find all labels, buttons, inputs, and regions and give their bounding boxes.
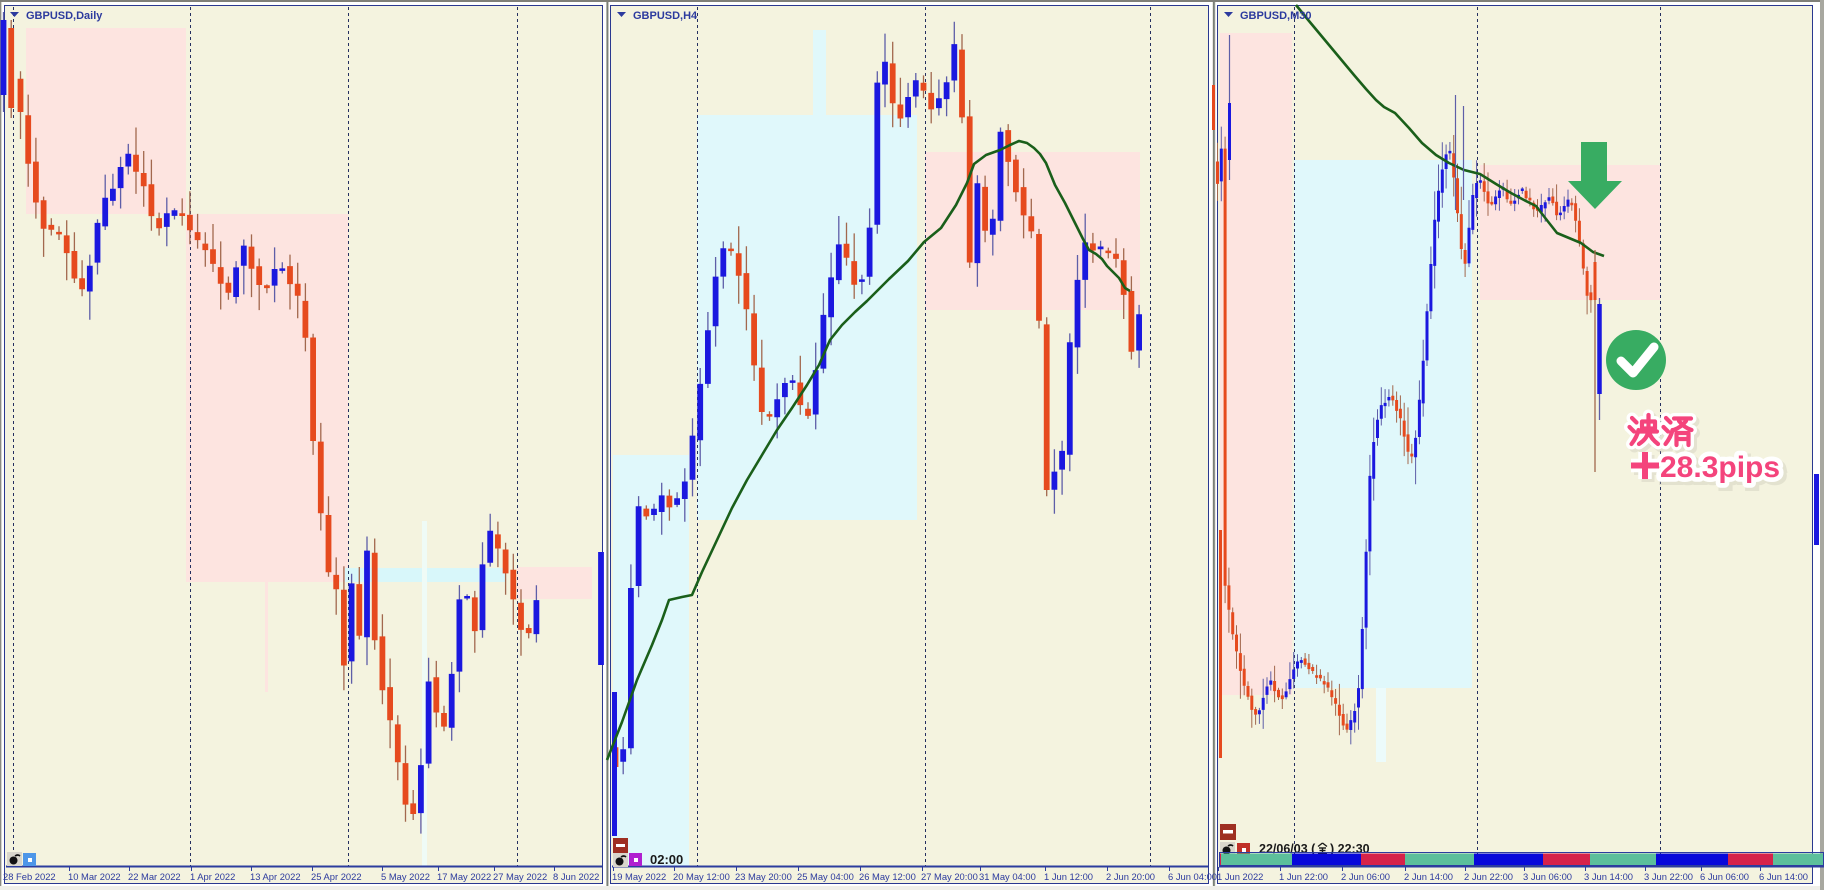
svg-text:6 Jun 04:00: 6 Jun 04:00 (1168, 871, 1217, 882)
svg-text:5 May 2022: 5 May 2022 (381, 871, 430, 882)
svg-text:3 Jun 22:00: 3 Jun 22:00 (1644, 871, 1693, 882)
svg-text:3 Jun 06:00: 3 Jun 06:00 (1523, 871, 1572, 882)
svg-text:17 May 2022: 17 May 2022 (437, 871, 491, 882)
svg-text:31 May 04:00: 31 May 04:00 (979, 871, 1036, 882)
svg-text:25 May 04:00: 25 May 04:00 (797, 871, 854, 882)
svg-text:25 Apr 2022: 25 Apr 2022 (311, 871, 362, 882)
svg-text:10 Mar 2022: 10 Mar 2022 (68, 871, 121, 882)
svg-text:1 Jun 12:00: 1 Jun 12:00 (1044, 871, 1093, 882)
svg-text:27 May 2022: 27 May 2022 (493, 871, 547, 882)
svg-text:6 Jun 14:00: 6 Jun 14:00 (1759, 871, 1808, 882)
svg-text:6 Jun 06:00: 6 Jun 06:00 (1700, 871, 1749, 882)
svg-text:13 Apr 2022: 13 Apr 2022 (250, 871, 301, 882)
svg-text:1 Apr 2022: 1 Apr 2022 (190, 871, 235, 882)
svg-text:GBPUSD,M30: GBPUSD,M30 (1240, 10, 1312, 22)
svg-text:28.3pips: 28.3pips (1660, 451, 1780, 484)
svg-text:02:00: 02:00 (650, 852, 683, 867)
svg-text:GBPUSD,Daily: GBPUSD,Daily (26, 10, 103, 22)
svg-text:2 Jun 14:00: 2 Jun 14:00 (1404, 871, 1453, 882)
svg-text:2 Jun 20:00: 2 Jun 20:00 (1106, 871, 1155, 882)
svg-text:23 May 20:00: 23 May 20:00 (735, 871, 792, 882)
svg-text:GBPUSD,H4: GBPUSD,H4 (633, 10, 698, 22)
svg-text:2 Jun 06:00: 2 Jun 06:00 (1341, 871, 1390, 882)
svg-text:2 Jun 22:00: 2 Jun 22:00 (1464, 871, 1513, 882)
svg-text:20 May 12:00: 20 May 12:00 (673, 871, 730, 882)
svg-text:19 May 2022: 19 May 2022 (612, 871, 666, 882)
svg-text:8 Jun 2022: 8 Jun 2022 (553, 871, 599, 882)
svg-text:27 May 20:00: 27 May 20:00 (921, 871, 978, 882)
svg-text:3 Jun 14:00: 3 Jun 14:00 (1584, 871, 1633, 882)
svg-text:1 Jun 2022: 1 Jun 2022 (1217, 871, 1263, 882)
svg-text:28.3pips: 28.3pips (1663, 454, 1783, 487)
svg-text:28 Feb 2022: 28 Feb 2022 (3, 871, 56, 882)
svg-text:26 May 12:00: 26 May 12:00 (859, 871, 916, 882)
svg-text:1 Jun 22:00: 1 Jun 22:00 (1279, 871, 1328, 882)
svg-text:22 Mar 2022: 22 Mar 2022 (128, 871, 181, 882)
